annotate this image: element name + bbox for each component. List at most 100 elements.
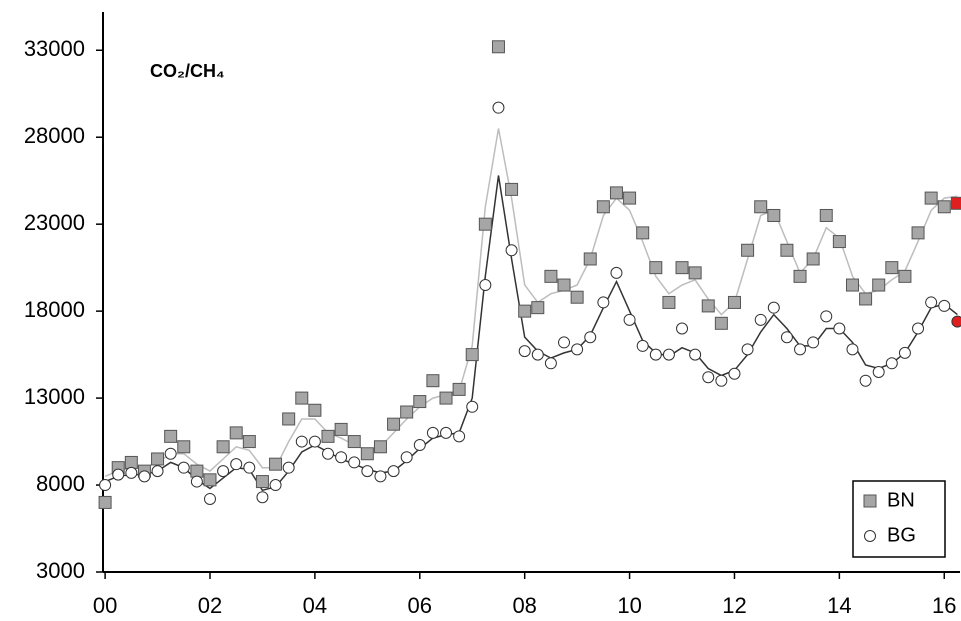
point (230, 458, 243, 471)
point (728, 367, 741, 380)
point (885, 261, 899, 275)
legend-label: BN (887, 489, 915, 511)
point (505, 244, 518, 257)
point (531, 348, 544, 361)
point (675, 261, 689, 275)
point (754, 313, 767, 326)
x-tick-label: 16 (932, 593, 956, 618)
y-tick-label: 28000 (24, 123, 85, 148)
point (872, 366, 885, 378)
point (360, 447, 374, 461)
point (780, 243, 794, 257)
point (322, 447, 335, 460)
y-tick-label: 18000 (24, 297, 85, 322)
point (112, 468, 125, 481)
point (98, 495, 112, 509)
y-tick-label: 8000 (36, 471, 85, 496)
point (99, 479, 112, 492)
point (361, 465, 374, 478)
point (649, 348, 662, 361)
point (558, 336, 571, 349)
point (793, 269, 807, 283)
x-tick-label: 02 (198, 593, 222, 618)
point (951, 315, 961, 328)
point (938, 299, 951, 312)
point (203, 473, 217, 487)
x-tick-label: 14 (827, 593, 851, 618)
legend-label: BG (887, 524, 916, 546)
y-tick-label: 13000 (24, 384, 85, 409)
point (767, 301, 780, 314)
point (164, 447, 177, 460)
legend-box (852, 480, 946, 558)
point (491, 40, 505, 54)
point (452, 382, 466, 396)
point (426, 374, 440, 388)
point (125, 466, 138, 479)
point (727, 295, 741, 309)
point (820, 310, 833, 323)
point (596, 200, 610, 214)
point (924, 191, 938, 205)
point (269, 457, 283, 471)
point (715, 374, 728, 387)
point (242, 435, 256, 449)
point (295, 435, 308, 448)
point (348, 456, 361, 469)
point (846, 343, 859, 356)
point (282, 461, 295, 474)
x-tick-label: 10 (617, 593, 641, 618)
point (492, 101, 505, 114)
point (334, 422, 348, 436)
point (295, 391, 309, 405)
point (583, 252, 597, 266)
point (544, 269, 558, 283)
point (518, 345, 531, 358)
point (177, 461, 190, 474)
point (347, 435, 361, 449)
point (898, 269, 912, 283)
point (832, 235, 846, 249)
trend-line (104, 128, 958, 477)
x-tick-label: 06 (408, 593, 432, 618)
point (426, 426, 439, 439)
point (701, 299, 715, 313)
point (676, 322, 689, 335)
point (203, 492, 216, 505)
point (689, 348, 702, 361)
y-tick-label: 23000 (24, 210, 85, 235)
point (413, 439, 426, 452)
point (570, 290, 584, 304)
point (609, 186, 623, 200)
point (557, 278, 571, 292)
point (544, 357, 557, 370)
point (466, 400, 479, 413)
point (845, 278, 859, 292)
point (741, 243, 755, 257)
point (413, 395, 427, 409)
point (714, 316, 728, 330)
point (662, 295, 676, 309)
chart-title: CO₂/CH₄ (150, 61, 225, 81)
point (190, 475, 203, 488)
point (164, 429, 178, 443)
point (584, 331, 597, 344)
point (571, 343, 584, 356)
point (439, 391, 453, 405)
point (282, 412, 296, 426)
point (151, 452, 165, 466)
point (440, 426, 453, 439)
legend-marker (863, 494, 877, 508)
point (373, 440, 387, 454)
point (453, 430, 466, 443)
point (885, 357, 898, 370)
point (767, 208, 781, 222)
point (216, 440, 230, 454)
x-tick-label: 08 (512, 593, 536, 618)
point (597, 296, 610, 309)
point (937, 200, 951, 214)
point (859, 292, 873, 306)
y-tick-label: 33000 (24, 36, 85, 61)
point (308, 435, 321, 448)
point (859, 374, 872, 387)
